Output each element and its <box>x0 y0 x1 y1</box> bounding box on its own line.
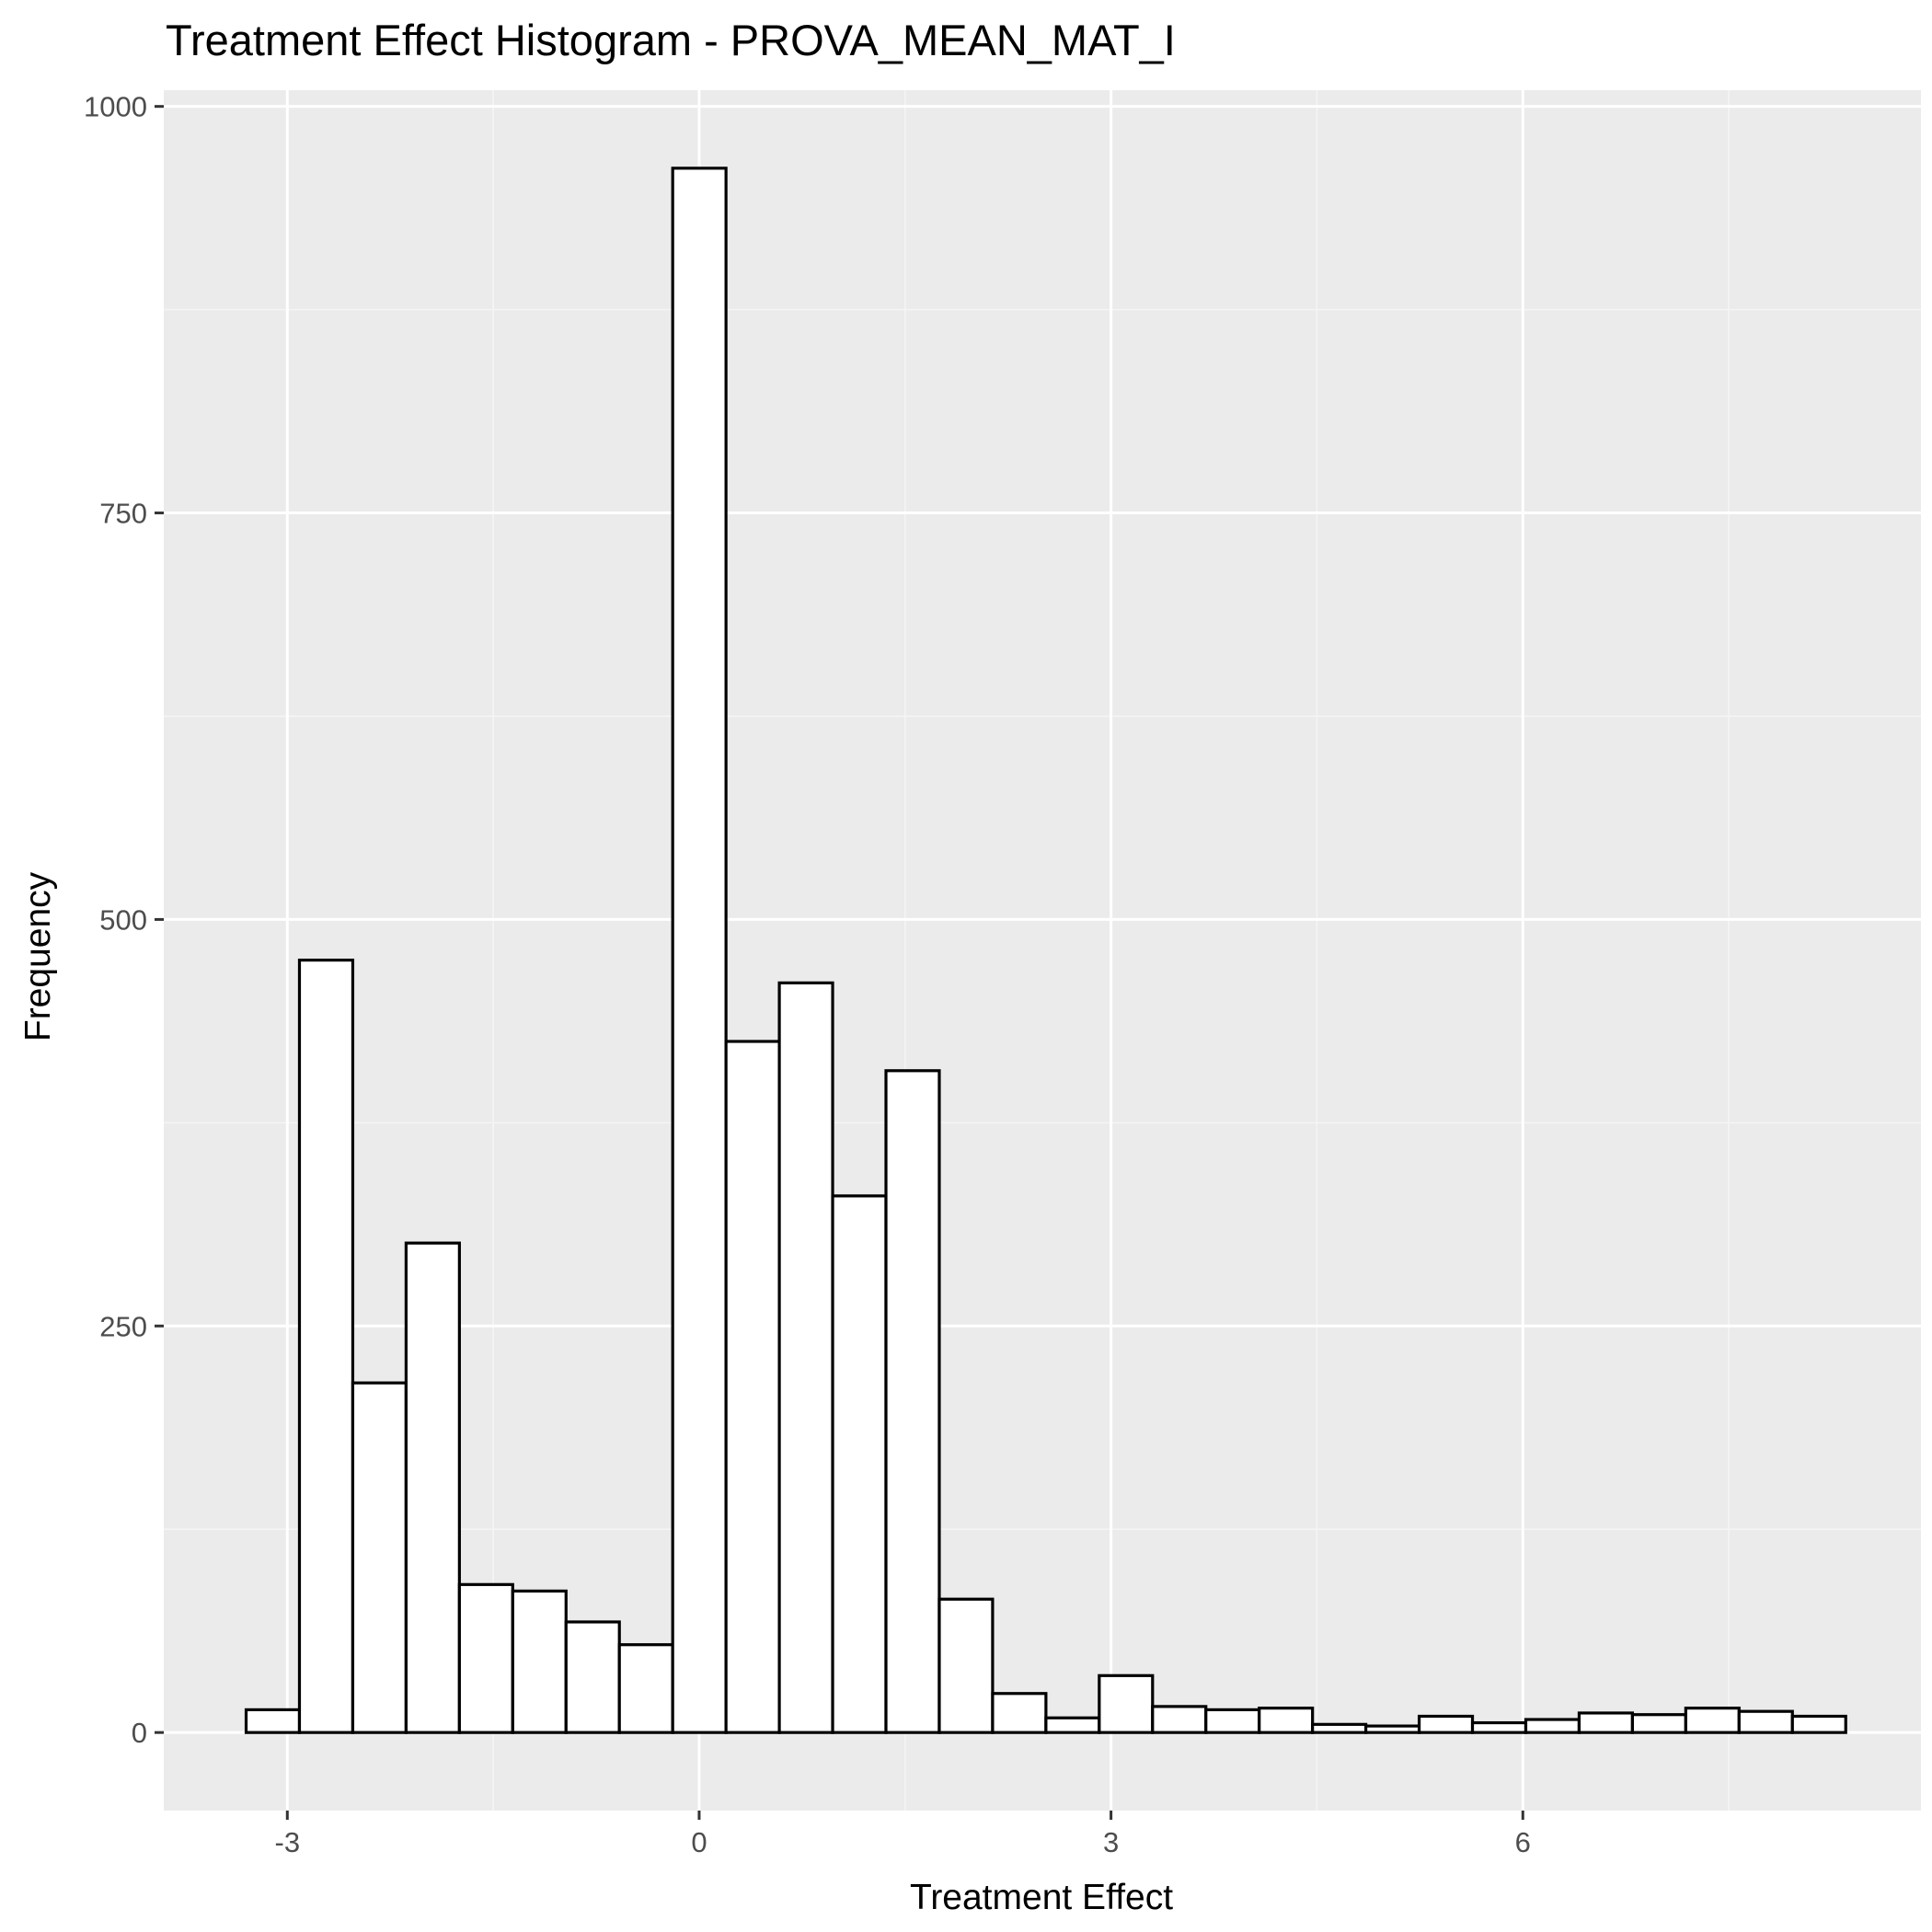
histogram-bar <box>617 1643 674 1734</box>
histogram-bar <box>1151 1705 1208 1734</box>
histogram-bar <box>297 959 355 1734</box>
histogram-bar <box>671 167 728 1734</box>
minor-gridlines <box>164 90 1921 1811</box>
histogram-bar <box>351 1381 408 1734</box>
y-tick-label: 1000 <box>84 91 147 123</box>
histogram-bar <box>1737 1709 1794 1734</box>
y-tick-label: 750 <box>99 498 147 530</box>
histogram-bar <box>991 1692 1048 1734</box>
histogram-bar <box>1258 1707 1315 1734</box>
histogram-bar <box>1684 1707 1741 1734</box>
x-tick-label: 0 <box>691 1826 707 1858</box>
chart-title: Treatment Effect Histogram - PROVA_MEAN_… <box>166 16 1176 64</box>
histogram-bar <box>1204 1708 1261 1734</box>
y-tick-label: 0 <box>132 1717 147 1749</box>
x-tick-label: 3 <box>1103 1826 1119 1858</box>
histogram-bar <box>1577 1711 1635 1734</box>
histogram-bar <box>1044 1716 1101 1734</box>
x-tick-label: 6 <box>1515 1826 1531 1858</box>
histogram-bar <box>1364 1724 1421 1734</box>
histogram-bar <box>937 1597 995 1734</box>
histogram-bar <box>884 1069 941 1734</box>
histogram-bar <box>1417 1714 1475 1734</box>
y-tick-label: 250 <box>99 1310 147 1342</box>
histogram-bar <box>1098 1673 1155 1734</box>
histogram-bar <box>1630 1713 1687 1734</box>
histogram-bar <box>564 1620 621 1734</box>
histogram-bar <box>244 1708 302 1734</box>
x-axis-title: Treatment Effect <box>910 1878 1173 1917</box>
histogram-bar <box>1311 1722 1368 1734</box>
histogram-bar <box>777 981 834 1734</box>
histogram-bar <box>1790 1714 1847 1734</box>
histogram-bar <box>457 1582 514 1734</box>
y-axis: 0 250 500 750 1000 <box>84 91 164 1749</box>
histogram-bar <box>724 1040 781 1734</box>
histogram-bar <box>1524 1718 1581 1734</box>
histogram-bar <box>404 1241 461 1734</box>
histogram-bar <box>511 1589 568 1734</box>
histogram-bar <box>1470 1720 1528 1734</box>
y-axis-title: Frequency <box>18 871 58 1041</box>
x-axis: -3 0 3 6 <box>275 1811 1531 1858</box>
x-tick-label: -3 <box>275 1826 301 1858</box>
histogram-bars <box>244 167 1847 1734</box>
y-tick-label: 500 <box>99 903 147 936</box>
histogram-bar <box>831 1194 888 1734</box>
